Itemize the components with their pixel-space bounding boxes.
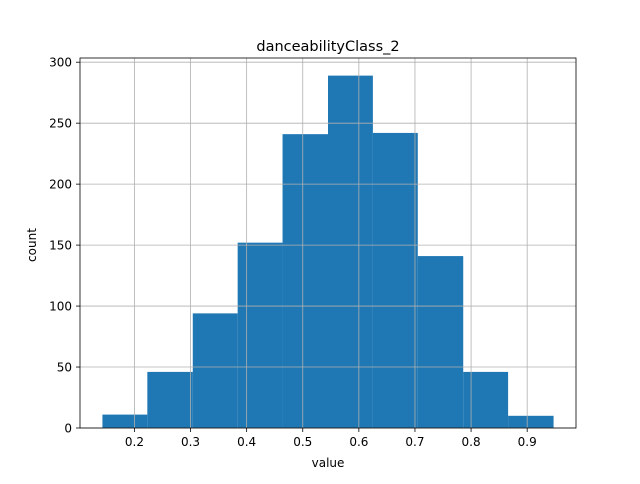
plot-frame	[79, 57, 577, 429]
y-axis-label: count	[25, 228, 39, 262]
ticks-layer: 0.2 0.3 0.4 0.5 0.6 0.7 0.8 0.9 0 50 100 150 200 250 3…	[49, 56, 537, 449]
axes-layer	[79, 57, 577, 429]
x-tick-label: 0.8	[462, 435, 481, 449]
histogram-bar	[192, 313, 238, 428]
y-tick-label: 300	[49, 56, 72, 70]
x-tick-label: 0.7	[405, 435, 424, 449]
histogram-bar	[508, 415, 554, 428]
x-tick-label: 0.6	[349, 435, 368, 449]
histogram-bar	[463, 371, 509, 428]
x-tick-label: 0.2	[125, 435, 144, 449]
bars-layer	[102, 75, 554, 429]
histogram-bar	[102, 414, 148, 428]
x-tick-label: 0.3	[181, 435, 200, 449]
y-tick-label: 200	[49, 178, 72, 192]
y-tick-label: 0	[64, 422, 72, 436]
x-tick-label: 0.5	[293, 435, 312, 449]
histogram-bar	[328, 75, 373, 429]
histogram-bar	[372, 132, 418, 428]
histogram-bar	[282, 134, 328, 428]
histogram-bar	[417, 256, 464, 428]
y-tick-label: 100	[49, 300, 72, 314]
y-tick-label: 50	[57, 361, 72, 375]
chart-title: danceabilityClass_2	[256, 39, 399, 55]
y-tick-label: 250	[49, 117, 72, 131]
x-tick-label: 0.9	[518, 435, 537, 449]
histogram-bar	[237, 242, 283, 428]
y-tick-label: 150	[49, 239, 72, 253]
histogram-bar	[147, 371, 193, 428]
x-axis-label: value	[312, 456, 345, 470]
x-tick-label: 0.4	[237, 435, 256, 449]
